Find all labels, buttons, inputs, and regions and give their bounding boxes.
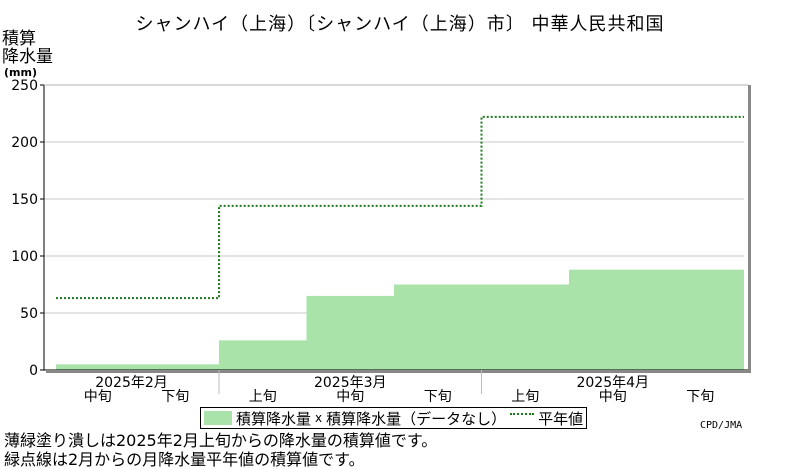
legend-normal-label: 平年値: [538, 409, 584, 428]
x-tick-label: 上旬: [511, 389, 539, 405]
note-line-1: 薄緑塗り潰しは2025年2月上旬からの降水量の積算値です。: [4, 431, 438, 450]
x-tick-label: 中旬: [84, 389, 112, 405]
legend-bar-swatch: [204, 411, 232, 425]
precip-bar: [306, 295, 394, 370]
y-axis-label: 積算 降水量: [2, 29, 53, 67]
precip-bar: [56, 364, 132, 370]
y-tick-label: 100: [11, 249, 38, 265]
precip-bar: [394, 284, 482, 370]
right-border: [748, 85, 751, 372]
legend-missing-label: 積算降水量（データなし）: [326, 409, 507, 428]
bottom-shadow: [46, 370, 751, 373]
precip-bar: [219, 340, 307, 370]
x-tick-label: 下旬: [161, 389, 189, 405]
precip-bar: [569, 269, 657, 370]
precip-bar: [131, 364, 219, 370]
y-axis-unit: (mm): [4, 66, 37, 79]
y-tick-label: 50: [20, 306, 38, 322]
legend-normal-line: [510, 413, 535, 415]
y-tick-label: 150: [11, 192, 38, 208]
x-tick-label: 下旬: [686, 389, 714, 405]
legend: 積算降水量 x 積算降水量（データなし） 平年値: [200, 407, 588, 429]
chart-title: シャンハイ（上海）〔シャンハイ（上海）市〕 中華人民共和国: [135, 14, 665, 35]
x-tick-label: 中旬: [599, 389, 627, 405]
credit: CPD/JMA: [700, 420, 743, 431]
month-label: 2025年4月: [576, 375, 649, 391]
x-tick-label: 上旬: [249, 389, 277, 405]
precip-bar: [481, 284, 569, 370]
precip-bar: [656, 269, 744, 370]
month-label: 2025年3月: [314, 375, 387, 391]
month-label: 2025年2月: [95, 375, 168, 391]
note-line-2: 緑点線は2月からの月降水量平年値の積算値です。: [4, 450, 365, 469]
y-tick-label: 250: [11, 78, 38, 94]
normal-line: [56, 115, 744, 300]
y-tick-label: 200: [11, 135, 38, 151]
y-tick-label: 0: [29, 363, 38, 379]
legend-missing-mark: x: [315, 411, 323, 425]
x-tick-label: 下旬: [424, 389, 452, 405]
legend-bar-label: 積算降水量: [236, 409, 312, 428]
x-tick-label: 中旬: [336, 389, 364, 405]
